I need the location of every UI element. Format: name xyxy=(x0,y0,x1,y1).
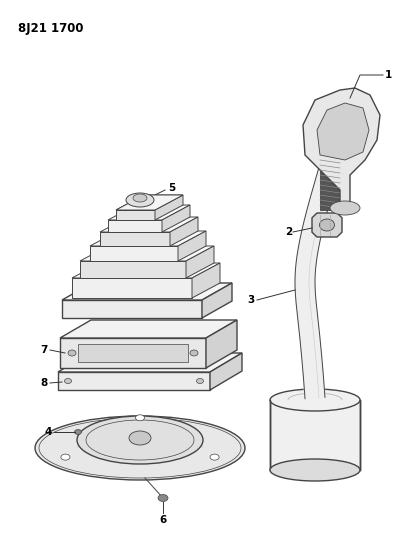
Text: 6: 6 xyxy=(160,515,166,525)
Polygon shape xyxy=(202,283,232,318)
Text: 2: 2 xyxy=(285,227,292,237)
Ellipse shape xyxy=(64,378,71,384)
Polygon shape xyxy=(162,205,190,232)
Ellipse shape xyxy=(319,219,335,231)
Ellipse shape xyxy=(190,350,198,356)
Polygon shape xyxy=(303,88,380,210)
Polygon shape xyxy=(100,217,198,232)
Text: 8: 8 xyxy=(41,378,48,388)
Polygon shape xyxy=(62,283,232,300)
Ellipse shape xyxy=(210,454,219,460)
Text: 3: 3 xyxy=(248,295,255,305)
Text: 1: 1 xyxy=(385,70,392,80)
Polygon shape xyxy=(77,440,203,448)
Polygon shape xyxy=(192,263,220,298)
Ellipse shape xyxy=(39,418,241,478)
Polygon shape xyxy=(90,246,178,261)
Polygon shape xyxy=(100,232,170,246)
Polygon shape xyxy=(170,217,198,246)
Polygon shape xyxy=(90,231,206,246)
Polygon shape xyxy=(72,263,220,278)
Polygon shape xyxy=(108,205,190,220)
Polygon shape xyxy=(80,261,186,278)
Polygon shape xyxy=(72,278,192,298)
Ellipse shape xyxy=(133,194,147,202)
Polygon shape xyxy=(155,195,183,220)
Polygon shape xyxy=(78,344,188,362)
Polygon shape xyxy=(186,246,214,278)
Polygon shape xyxy=(312,213,342,237)
Polygon shape xyxy=(178,231,206,261)
Ellipse shape xyxy=(75,430,82,434)
Polygon shape xyxy=(60,320,237,338)
Ellipse shape xyxy=(86,420,194,460)
Text: 5: 5 xyxy=(168,183,175,193)
Polygon shape xyxy=(210,353,242,390)
Polygon shape xyxy=(80,246,214,261)
Ellipse shape xyxy=(270,389,360,411)
Ellipse shape xyxy=(35,416,245,480)
Polygon shape xyxy=(58,372,210,390)
Text: 7: 7 xyxy=(41,345,48,355)
Ellipse shape xyxy=(197,378,204,384)
Polygon shape xyxy=(317,103,369,160)
Bar xyxy=(320,160,340,210)
Polygon shape xyxy=(58,353,242,372)
Ellipse shape xyxy=(158,495,168,502)
Ellipse shape xyxy=(77,416,203,464)
Ellipse shape xyxy=(270,459,360,481)
Polygon shape xyxy=(62,300,202,318)
Polygon shape xyxy=(116,195,183,210)
Polygon shape xyxy=(108,220,162,232)
Ellipse shape xyxy=(330,201,360,215)
Ellipse shape xyxy=(61,454,70,460)
Ellipse shape xyxy=(68,350,76,356)
Ellipse shape xyxy=(129,431,151,445)
Polygon shape xyxy=(116,195,183,210)
Ellipse shape xyxy=(126,193,154,207)
FancyBboxPatch shape xyxy=(270,400,360,470)
Polygon shape xyxy=(60,338,206,368)
Polygon shape xyxy=(206,320,237,368)
Polygon shape xyxy=(295,163,339,399)
Text: 4: 4 xyxy=(44,427,52,437)
Ellipse shape xyxy=(135,415,144,421)
Polygon shape xyxy=(116,210,155,220)
Text: 8J21 1700: 8J21 1700 xyxy=(18,22,84,35)
